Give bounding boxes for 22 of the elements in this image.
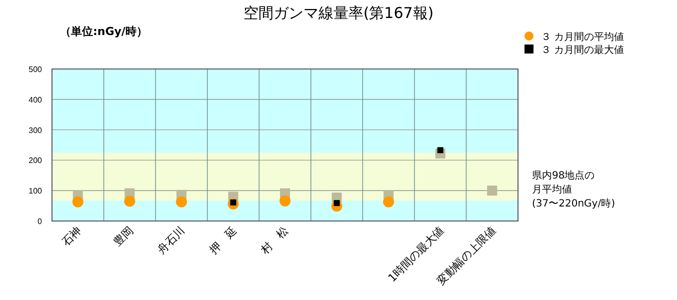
point <box>487 186 498 196</box>
legend-label: ３ カ月間の最大値 <box>541 44 624 56</box>
x-tick-label: 豊岡 <box>111 224 136 249</box>
legend-label: ３ カ月間の平均値 <box>541 31 624 43</box>
point <box>72 196 84 208</box>
point <box>176 196 187 208</box>
point <box>124 196 136 207</box>
y-tick-label: 400 <box>28 95 43 104</box>
y-tick-label: 300 <box>28 126 43 135</box>
chart-title: 空間ガンマ線量率(第167報) <box>243 4 434 22</box>
x-tick-label: 舟石川 <box>155 224 188 256</box>
x-tick-label: 石神 <box>59 224 84 249</box>
y-tick-label: 0 <box>38 217 43 226</box>
point <box>383 196 394 208</box>
point <box>280 195 290 206</box>
band-label: 県内98地点の月平均値(37〜220nGy/時) <box>532 170 616 210</box>
y-tick-label: 200 <box>28 156 43 166</box>
y-tick-label: 500 <box>28 65 43 74</box>
x-tick-label: 村 松 <box>258 224 292 258</box>
x-tick-label: 押 延 <box>206 224 240 256</box>
chart-subtitle: （単位:nGy/時） <box>60 25 148 38</box>
y-tick-label: 100 <box>28 186 43 196</box>
